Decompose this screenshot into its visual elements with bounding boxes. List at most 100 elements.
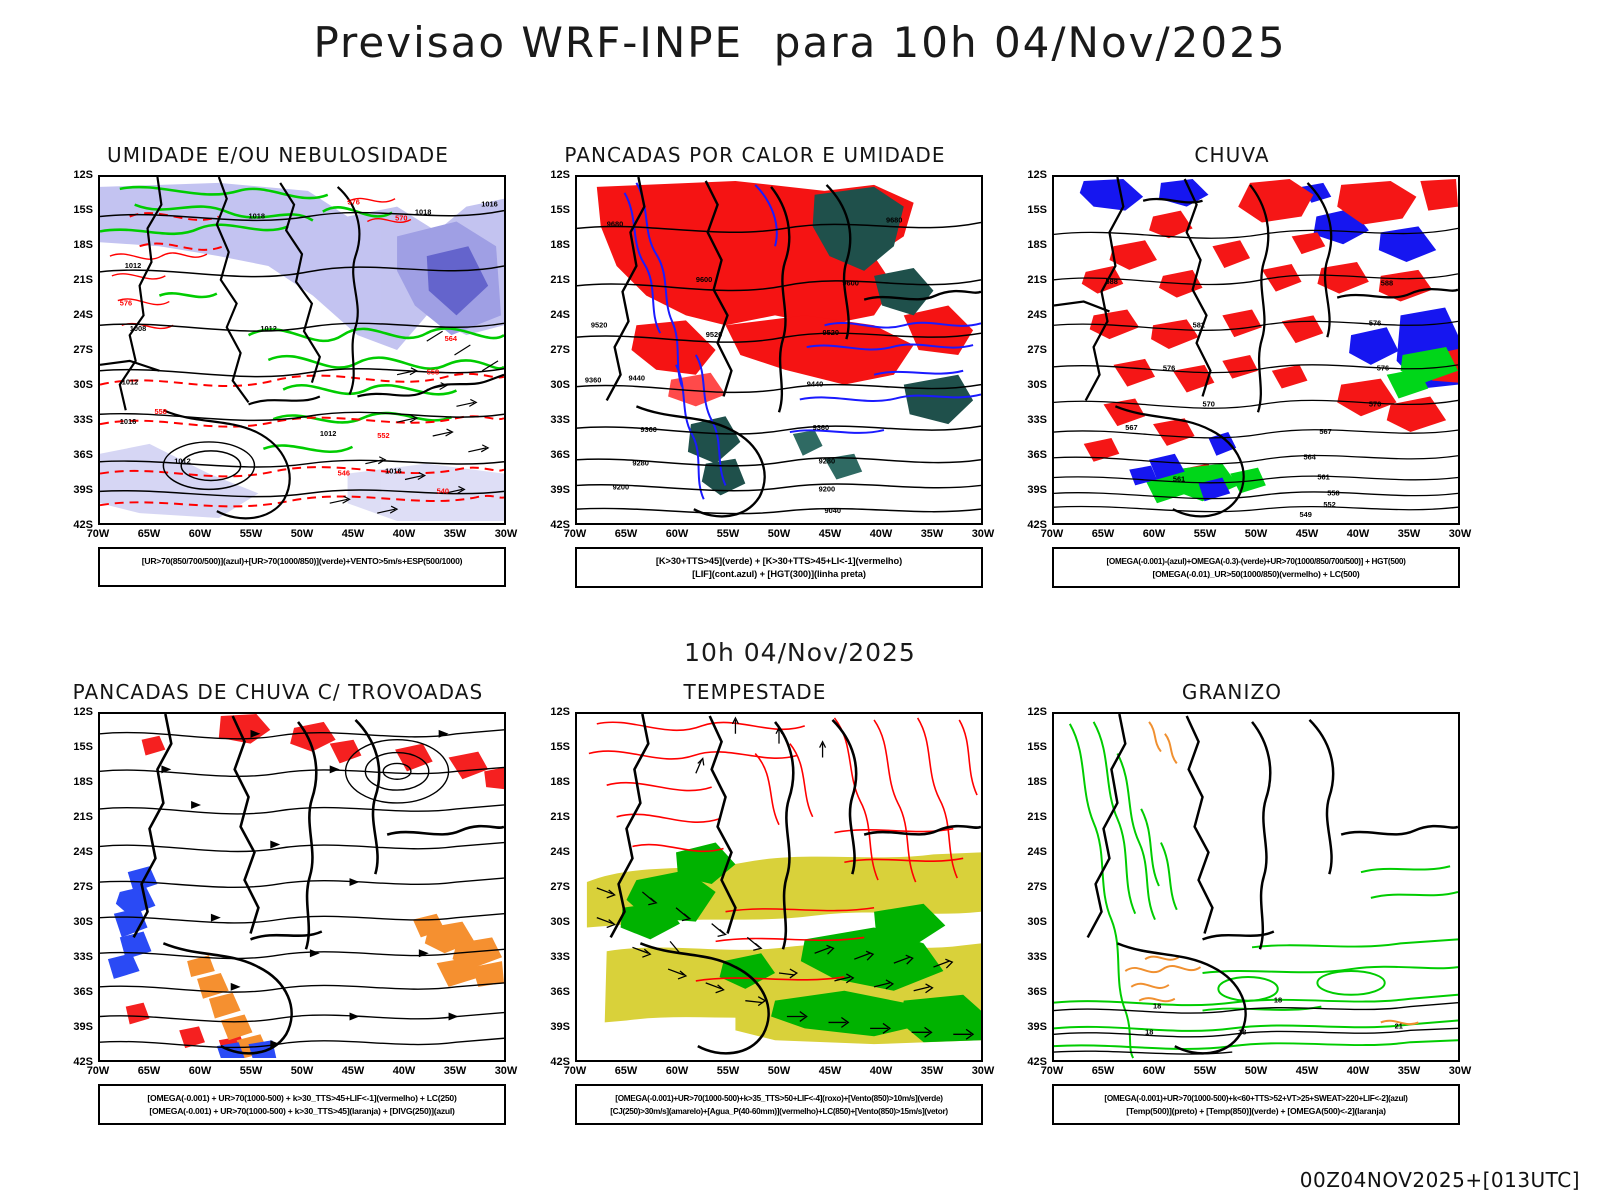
y-tick-label: 15S [73, 741, 93, 753]
svg-text:564: 564 [1304, 453, 1317, 462]
svg-text:9600: 9600 [696, 275, 712, 284]
legend-line: [OMEGA(-0.001) + UR>70(1000-500) + k>30_… [149, 1106, 455, 1116]
svg-text:546: 546 [338, 469, 350, 478]
svg-text:9520: 9520 [706, 330, 722, 339]
y-tick-label: 39S [550, 1021, 570, 1033]
svg-text:9360: 9360 [640, 425, 656, 434]
x-tick-label: 30W [494, 528, 518, 540]
plot-area[interactable]: 1012 1018 1018 1016 1008 1012 1012 1012 … [73, 169, 517, 540]
y-tick-label: 27S [1027, 881, 1047, 893]
panel-pancadas-chuva-trovoadas: PANCADAS DE CHUVA C/ TROVOADAS [50, 680, 517, 1160]
x-tick-label: 65W [614, 1065, 638, 1077]
x-tick-label: 70W [86, 1065, 110, 1077]
y-tick-label: 36S [550, 449, 570, 461]
panel-tempestade: TEMPESTADE [527, 680, 994, 1160]
svg-text:576: 576 [1369, 318, 1381, 327]
x-tick-label: 60W [1142, 1065, 1166, 1077]
y-tick-label: 18S [73, 239, 93, 251]
y-tick-label: 33S [73, 951, 93, 963]
y-tick-label: 39S [73, 484, 93, 496]
y-tick-label: 33S [550, 414, 570, 426]
svg-text:1012: 1012 [260, 324, 276, 333]
svg-text:18: 18 [1153, 1002, 1161, 1011]
svg-text:576: 576 [120, 299, 132, 308]
map-canvas [586, 714, 981, 1055]
svg-text:1016: 1016 [481, 200, 497, 209]
panel-title: PANCADAS DE CHUVA C/ TROVOADAS [72, 680, 484, 704]
y-tick-label: 36S [1027, 449, 1047, 461]
panel-legend: [UR>70(850/700/500)](azul)+[UR>70(1000/8… [98, 547, 506, 587]
y-tick-label: 27S [550, 881, 570, 893]
y-tick-label: 30S [550, 916, 570, 928]
y-tick-label: 39S [550, 484, 570, 496]
svg-text:9600: 9600 [842, 279, 858, 288]
x-tick-label: 60W [188, 528, 212, 540]
plot-area[interactable]: 588 588 582 576 576 576 570 570 567 567 … [1027, 169, 1471, 540]
svg-text:18: 18 [1274, 996, 1282, 1005]
svg-text:561: 561 [1317, 473, 1329, 482]
x-tick-label: 45W [341, 528, 365, 540]
svg-text:576: 576 [1377, 364, 1389, 373]
svg-text:21: 21 [1395, 1021, 1403, 1030]
svg-text:570: 570 [395, 214, 407, 223]
x-tick-label: 40W [1346, 528, 1370, 540]
svg-text:588: 588 [1381, 279, 1393, 288]
plot-frame [575, 712, 983, 1062]
y-tick-label: 21S [1027, 811, 1047, 823]
plot-area[interactable]: 12S 15S 18S 21S 24S 27S 30S 33S 36S 39S … [550, 706, 994, 1077]
plot-area[interactable]: 12S 15S 18S 21S 24S 27S 30S 33S 36S 39S … [73, 706, 517, 1077]
plot-area[interactable]: 9680 9680 9600 9600 9520 9520 9520 9360 … [550, 169, 994, 540]
svg-text:558: 558 [427, 368, 439, 377]
panel-title: PANCADAS POR CALOR E UMIDADE [564, 143, 946, 167]
y-tick-label: 39S [1027, 484, 1047, 496]
y-tick-label: 24S [550, 309, 570, 321]
x-tick-label: 50W [767, 528, 791, 540]
y-tick-label: 21S [73, 274, 93, 286]
y-tick-label: 30S [550, 379, 570, 391]
plot-frame: 1012 1018 1018 1016 1008 1012 1012 1012 … [98, 175, 506, 525]
plot-area[interactable]: 18 18 18 21 18 12S 15S 18S 21S 24S 27S 3… [1027, 706, 1471, 1077]
svg-text:9200: 9200 [819, 484, 835, 493]
svg-text:9680: 9680 [607, 219, 623, 228]
x-tick-label: 60W [188, 1065, 212, 1077]
panel-chuva: CHUVA [1004, 143, 1471, 613]
panel-pancadas-calor-umidade: PANCADAS POR CALOR E UMIDADE [527, 143, 994, 613]
svg-text:18: 18 [1145, 1027, 1153, 1036]
y-tick-label: 36S [73, 449, 93, 461]
x-tick-label: 40W [869, 1065, 893, 1077]
svg-text:1012: 1012 [174, 457, 190, 466]
x-tick-label: 60W [665, 528, 689, 540]
x-tick-label: 70W [86, 528, 110, 540]
y-tick-label: 42S [550, 1056, 570, 1068]
x-tick-label: 50W [767, 1065, 791, 1077]
svg-text:9360: 9360 [813, 423, 829, 432]
x-tick-label: 40W [869, 528, 893, 540]
x-tick-label: 65W [137, 528, 161, 540]
x-tick-label: 35W [920, 528, 944, 540]
svg-text:567: 567 [1319, 427, 1331, 436]
y-tick-label: 24S [1027, 846, 1047, 858]
x-tick-label: 60W [1142, 528, 1166, 540]
y-tick-label: 15S [1027, 741, 1047, 753]
y-tick-label: 27S [550, 344, 570, 356]
x-tick-label: 65W [137, 1065, 161, 1077]
x-tick-label: 45W [818, 528, 842, 540]
legend-line: [OMEGA(-0.001)+UR>70(1000-500)+k>35_TTS>… [615, 1094, 943, 1103]
y-tick-label: 12S [73, 706, 93, 718]
legend-line: [CJ(250)>30m/s](amarelo)+[Agua_P(40-60mm… [610, 1107, 948, 1116]
svg-text:9520: 9520 [823, 328, 839, 337]
panel-legend: [OMEGA(-0.001)+UR>70(1000-500)+k<60+TTS>… [1052, 1084, 1460, 1125]
y-tick-label: 36S [550, 986, 570, 998]
y-tick-label: 12S [550, 706, 570, 718]
legend-line: [Temp(500)](preto) + [Temp(850)](verde) … [1126, 1106, 1386, 1116]
x-tick-label: 45W [818, 1065, 842, 1077]
svg-text:588: 588 [1105, 277, 1117, 286]
panel-legend: [K>30+TTS>45](verde) + [K>30+TTS>45+LI<-… [575, 547, 983, 588]
panel-umidade-nebulosidade: UMIDADE E/OU NEBULOSIDADE [50, 143, 517, 613]
x-tick-label: 70W [563, 1065, 587, 1077]
y-tick-label: 27S [73, 881, 93, 893]
y-tick-label: 18S [550, 776, 570, 788]
x-tick-label: 55W [1193, 1065, 1217, 1077]
y-tick-label: 36S [1027, 986, 1047, 998]
svg-text:570: 570 [1203, 399, 1215, 408]
